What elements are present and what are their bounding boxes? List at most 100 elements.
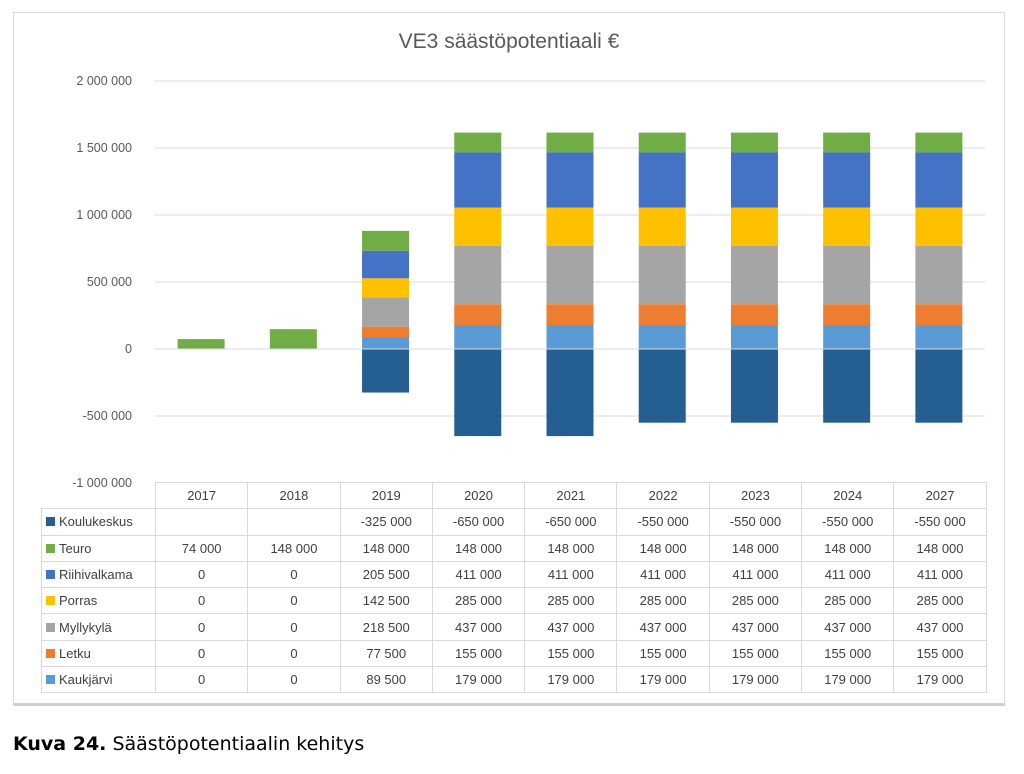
data-label: -650 000 [524, 508, 618, 536]
data-label: -550 000 [893, 508, 987, 536]
legend-key-swatch [46, 570, 55, 580]
bar-myllykylä-2027 [915, 245, 963, 305]
bar-teuro-2019 [362, 230, 410, 251]
x-tick-label: 2023 [708, 481, 803, 510]
bar-riihivalkama-2027 [915, 152, 963, 208]
bar-koulukeskus-2023 [730, 349, 778, 423]
data-label: 411 000 [524, 560, 618, 589]
data-label: 0 [154, 560, 249, 589]
x-tick-label: 2017 [154, 481, 249, 510]
bar-koulukeskus-2020 [454, 349, 502, 437]
bar-teuro-2020 [454, 132, 502, 153]
bar-porras-2024 [823, 207, 871, 246]
data-label: 89 500 [339, 666, 433, 694]
bar-letku-2021 [546, 304, 594, 326]
bar-letku-2020 [454, 304, 502, 326]
y-tick-label: 0 [125, 342, 132, 356]
table-header-row: 2017 2018 2019 2020 2021 2022 2023 2024 2027 [42, 481, 987, 510]
table-row: Myllykylä 0 0 218 500 437 000 437 000 437 000 4… [41, 613, 987, 641]
bar-letku-2022 [638, 304, 686, 326]
bar-kaukjärvi-2024 [823, 325, 871, 349]
legend-label: Myllykylä [59, 619, 112, 635]
data-label: 0 [154, 587, 249, 615]
bar-koulukeskus-2021 [546, 349, 594, 437]
data-label: -325 000 [339, 508, 433, 536]
table-row: Porras 0 0 142 500 285 000 285 000 285 000 285 … [41, 587, 987, 615]
data-label: 179 000 [524, 666, 618, 694]
legend-key-swatch [46, 675, 55, 685]
data-label: 155 000 [431, 639, 526, 668]
x-tick-label: 2019 [339, 481, 433, 510]
bar-letku-2024 [823, 304, 871, 326]
x-tick-label: 2027 [893, 481, 987, 510]
bar-riihivalkama-2020 [454, 152, 502, 208]
data-label: 285 000 [524, 587, 618, 615]
bar-myllykylä-2021 [546, 245, 594, 305]
table-row: Riihivalkama 0 0 205 500 411 000 411 000 411 0… [41, 560, 987, 589]
data-label: 285 000 [708, 587, 803, 615]
data-label: 0 [247, 639, 341, 668]
caption-text: Säästöpotentiaalin kehitys [106, 733, 365, 755]
data-label: 179 000 [801, 666, 895, 694]
x-tick-label: 2024 [801, 481, 895, 510]
table-row: Kaukjärvi 0 0 89 500 179 000 179 000 179 000 17… [41, 666, 987, 694]
data-label: 0 [154, 613, 249, 641]
legend-entry: Letku [41, 639, 156, 668]
legend-label: Riihivalkama [59, 567, 133, 583]
data-label: 205 500 [339, 560, 433, 589]
data-label: 179 000 [431, 666, 526, 694]
data-label: -650 000 [431, 508, 526, 536]
bar-riihivalkama-2023 [730, 152, 778, 208]
data-label: 155 000 [708, 639, 803, 668]
data-label: 218 500 [339, 613, 433, 641]
data-label: 179 000 [893, 666, 987, 694]
data-label: 437 000 [431, 613, 526, 641]
data-label: 148 000 [524, 534, 618, 562]
bar-kaukjärvi-2021 [546, 325, 594, 349]
data-label: 148 000 [616, 534, 710, 562]
bar-porras-2023 [730, 207, 778, 246]
data-label: 155 000 [801, 639, 895, 668]
data-label: 437 000 [616, 613, 710, 641]
bar-porras-2020 [454, 207, 502, 246]
data-label: 0 [247, 666, 341, 694]
bar-teuro-2027 [915, 132, 963, 153]
data-label: -550 000 [616, 508, 710, 536]
legend-entry: Kaukjärvi [41, 666, 156, 694]
bar-porras-2021 [546, 207, 594, 246]
data-label: 148 000 [708, 534, 803, 562]
bar-teuro-2024 [823, 132, 871, 153]
legend-entry: Riihivalkama [41, 560, 156, 589]
bar-kaukjärvi-2019 [362, 337, 410, 349]
data-label: 179 000 [708, 666, 803, 694]
legend-label: Kaukjärvi [59, 672, 113, 688]
data-label [154, 508, 249, 536]
y-tick-label: -1 000 000 [72, 476, 132, 490]
data-label: -550 000 [708, 508, 803, 536]
data-label: 411 000 [431, 560, 526, 589]
legend-label: Teuro [59, 540, 92, 556]
bar-myllykylä-2024 [823, 245, 871, 305]
bar-myllykylä-2020 [454, 245, 502, 305]
bar-kaukjärvi-2027 [915, 325, 963, 349]
data-label: 77 500 [339, 639, 433, 668]
y-tick-label: 2 000 000 [76, 74, 132, 88]
legend-label: Koulukeskus [59, 514, 133, 530]
data-label: 437 000 [524, 613, 618, 641]
x-tick-label: 2021 [524, 481, 618, 510]
data-label: 285 000 [893, 587, 987, 615]
bar-porras-2022 [638, 207, 686, 246]
data-label: 148 000 [893, 534, 987, 562]
data-label: 437 000 [801, 613, 895, 641]
legend-key-swatch [46, 622, 55, 632]
x-tick-label: 2020 [431, 481, 526, 510]
data-label: 0 [247, 587, 341, 615]
legend-label: Porras [59, 593, 98, 609]
bar-teuro-2023 [730, 132, 778, 153]
data-table: 2017 2018 2019 2020 2021 2022 2023 2024 2027 Koul… [41, 481, 987, 694]
bar-teuro-2018 [269, 329, 317, 349]
bar-riihivalkama-2024 [823, 152, 871, 208]
data-label: 0 [247, 613, 341, 641]
data-label: 285 000 [431, 587, 526, 615]
bar-letku-2019 [362, 326, 410, 338]
